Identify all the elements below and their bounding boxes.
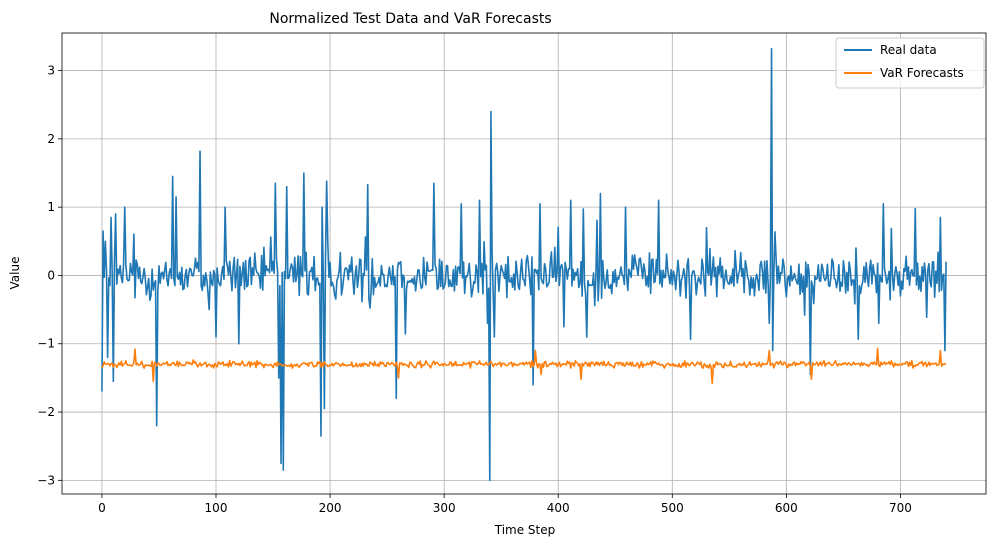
x-tick-label: 400 bbox=[547, 501, 570, 515]
x-tick-label: 100 bbox=[205, 501, 228, 515]
series-line-real-data bbox=[101, 47, 947, 482]
chart-title: Normalized Test Data and VaR Forecasts bbox=[269, 11, 551, 27]
y-axis-label: Value bbox=[8, 257, 22, 290]
y-tick-label: 2 bbox=[47, 132, 55, 146]
legend: Real data VaR Forecasts bbox=[835, 37, 985, 89]
legend-label-real-data: Real data bbox=[880, 43, 937, 57]
legend-label-var-forecasts: VaR Forecasts bbox=[880, 66, 964, 80]
x-tick-label: 600 bbox=[775, 501, 798, 515]
grid bbox=[62, 33, 986, 494]
y-tick-label: −2 bbox=[37, 405, 55, 419]
y-tick-label: 1 bbox=[47, 200, 55, 214]
x-tick-label: 0 bbox=[98, 501, 106, 515]
y-tick-label: 0 bbox=[47, 268, 55, 282]
series-layer bbox=[101, 47, 947, 482]
x-tick-label: 700 bbox=[889, 501, 912, 515]
ticks: 0 100 200 300 400 500 600 700 −3 −2 −1 0 1 2 3 bbox=[37, 64, 912, 515]
y-tick-label: 3 bbox=[47, 64, 55, 78]
plot-frame bbox=[61, 32, 987, 495]
y-tick-label: −3 bbox=[37, 473, 55, 487]
x-axis-label: Time Step bbox=[494, 523, 556, 537]
x-tick-label: 200 bbox=[319, 501, 342, 515]
legend-frame bbox=[835, 37, 985, 89]
y-tick-label: −1 bbox=[37, 337, 55, 351]
x-tick-label: 500 bbox=[661, 501, 684, 515]
x-tick-label: 300 bbox=[433, 501, 456, 515]
series-line-var-forecasts bbox=[101, 347, 947, 385]
